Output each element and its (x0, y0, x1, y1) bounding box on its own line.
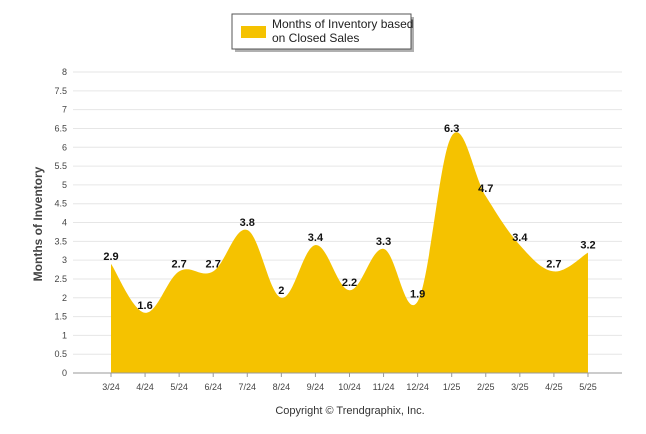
y-tick-label: 7.5 (54, 86, 67, 96)
y-tick-label: 2.5 (54, 274, 67, 284)
y-tick-label: 4 (62, 218, 67, 228)
legend-line-1: Months of Inventory based (272, 17, 413, 31)
data-label: 2.7 (546, 258, 561, 270)
data-label: 4.7 (478, 183, 493, 195)
data-labels: 2.9 1.6 2.7 2.7 3.8 2 3.4 2.2 3.3 1.9 6.3 4.7 3.4 2.7… (103, 123, 595, 312)
data-label: 3.4 (308, 232, 324, 244)
y-tick-label: 7 (62, 105, 67, 115)
data-label: 2.7 (171, 258, 186, 270)
x-axis-ticks: 3/24 4/24 5/24 6/24 7/24 8/24 9/24 10/24 11/24 12… (102, 373, 597, 392)
data-label: 2.7 (206, 258, 221, 270)
y-tick-label: 6 (62, 142, 67, 152)
legend: Months of Inventory based on Closed Sale… (231, 13, 414, 52)
data-label: 3.3 (376, 236, 391, 248)
y-tick-label: 1 (62, 330, 67, 340)
copyright-text: Copyright © Trendgraphix, Inc. (275, 405, 424, 417)
x-tick-label: 9/24 (307, 382, 325, 392)
x-tick-label: 8/24 (273, 382, 291, 392)
data-label: 2 (278, 285, 284, 297)
y-tick-label: 0 (62, 368, 67, 378)
y-axis-title: Months of Inventory (31, 166, 45, 281)
x-tick-label: 3/24 (102, 382, 120, 392)
x-tick-label: 12/24 (406, 382, 429, 392)
legend-swatch (241, 26, 266, 38)
x-tick-label: 7/24 (239, 382, 257, 392)
x-tick-label: 10/24 (338, 382, 361, 392)
x-tick-label: 4/25 (545, 382, 563, 392)
data-label: 3.2 (580, 240, 595, 252)
x-tick-label: 4/24 (136, 382, 154, 392)
x-tick-label: 6/24 (204, 382, 222, 392)
x-tick-label: 11/24 (373, 382, 395, 392)
y-tick-label: 5 (62, 180, 67, 190)
data-label: 1.6 (137, 300, 152, 312)
data-label: 3.8 (240, 217, 255, 229)
y-tick-label: 2 (62, 293, 67, 303)
y-tick-label: 4.5 (54, 199, 67, 209)
x-tick-label: 5/25 (579, 382, 597, 392)
data-label: 2.2 (342, 277, 357, 289)
y-tick-label: 8 (62, 67, 67, 77)
data-label: 2.9 (103, 251, 118, 263)
legend-line-2: on Closed Sales (272, 31, 359, 45)
data-label: 3.4 (512, 232, 528, 244)
x-tick-label: 2/25 (477, 382, 495, 392)
y-tick-label: 1.5 (54, 312, 67, 322)
data-label: 6.3 (444, 123, 459, 135)
y-tick-label: 3.5 (54, 236, 67, 246)
x-tick-label: 5/24 (170, 382, 188, 392)
data-label: 1.9 (410, 289, 425, 301)
y-tick-label: 6.5 (54, 123, 67, 133)
y-tick-label: 5.5 (54, 161, 67, 171)
series-area (111, 132, 588, 373)
x-tick-label: 3/25 (511, 382, 529, 392)
y-tick-label: 0.5 (54, 349, 67, 359)
y-tick-label: 3 (62, 255, 67, 265)
x-tick-label: 1/25 (443, 382, 461, 392)
y-axis-ticks: 0 0.5 1 1.5 2 2.5 3 3.5 4 4.5 5 5.5 6 6.5 7 7.5 8 (54, 67, 67, 378)
